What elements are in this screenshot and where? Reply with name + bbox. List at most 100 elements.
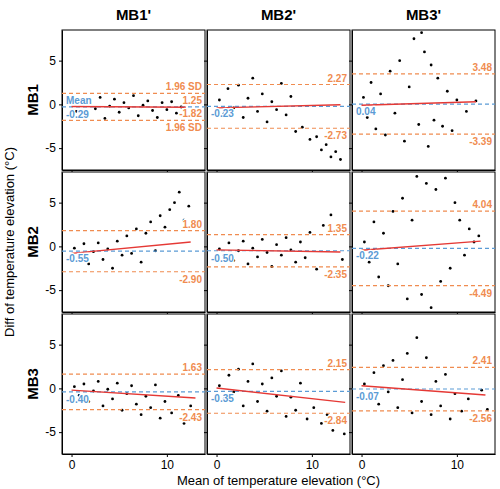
- point: [331, 429, 334, 432]
- limit-line: [62, 230, 205, 231]
- tick-label: 10: [306, 458, 320, 472]
- point: [247, 262, 250, 265]
- point: [382, 364, 385, 367]
- limit-line: [352, 367, 495, 368]
- column-label: MB3': [406, 6, 441, 23]
- point: [132, 94, 135, 97]
- limit-line: [207, 413, 350, 414]
- y-axis: [204, 315, 208, 455]
- tick-mark: [349, 203, 352, 204]
- y-tick: [349, 432, 352, 433]
- point: [83, 242, 86, 245]
- plot-area: [62, 191, 205, 272]
- point: [377, 403, 380, 406]
- point: [154, 383, 157, 386]
- x-axis: 0 10: [353, 454, 496, 472]
- limit-label: -2.56: [469, 413, 492, 424]
- point: [299, 382, 302, 385]
- y-tick: [349, 345, 352, 346]
- point: [433, 119, 436, 122]
- limit-line: [352, 210, 495, 211]
- point: [285, 415, 288, 418]
- point: [111, 267, 114, 270]
- point: [373, 220, 376, 223]
- point: [149, 220, 152, 223]
- point: [374, 127, 377, 130]
- tick-label: 0: [359, 458, 366, 472]
- point: [261, 238, 264, 241]
- limit-line: [62, 374, 205, 375]
- plot-area: [207, 213, 350, 274]
- mean-label: -0.22: [356, 250, 379, 261]
- x-axis: 0 10: [208, 454, 351, 472]
- limit-label: 2.41: [473, 355, 493, 366]
- point: [135, 403, 138, 406]
- point: [168, 208, 171, 211]
- trend-line: [362, 386, 486, 395]
- tick-mark: [349, 345, 352, 346]
- point: [434, 380, 437, 383]
- point: [97, 380, 100, 383]
- tick-mark: [59, 203, 62, 204]
- point: [275, 243, 278, 246]
- tick-label: 0: [214, 458, 221, 472]
- point: [396, 406, 399, 409]
- point: [83, 383, 86, 386]
- point: [411, 219, 414, 222]
- row-label: MB2: [24, 226, 41, 258]
- line-labels: -0.232.27-2.73: [211, 73, 347, 142]
- mean-line: [207, 391, 350, 392]
- mean-label: 0.04: [356, 106, 376, 117]
- point: [73, 385, 76, 388]
- y-axis: [204, 173, 208, 313]
- point: [94, 107, 97, 110]
- trend-line: [362, 241, 481, 250]
- point: [280, 254, 283, 257]
- y-axis: [349, 315, 353, 455]
- tick-mark: [349, 388, 352, 389]
- point: [165, 108, 168, 111]
- point: [341, 258, 344, 261]
- point: [159, 214, 162, 217]
- plot-area: [62, 93, 205, 120]
- point: [289, 95, 292, 98]
- point: [320, 148, 323, 151]
- axis-line: [207, 31, 208, 171]
- chart: MB1'MB2'MB3'MB1MB2MB3Diff of temperature…: [0, 0, 500, 489]
- point: [343, 432, 346, 435]
- point: [322, 224, 325, 227]
- x-tick: 10: [306, 454, 320, 472]
- limit-label: 3.48: [473, 62, 493, 73]
- point: [242, 240, 245, 243]
- point: [430, 413, 433, 416]
- point: [247, 380, 250, 383]
- point: [242, 404, 245, 407]
- point: [149, 406, 152, 409]
- limit-label: 1.35: [328, 223, 348, 234]
- tick-label: -5: [45, 283, 56, 297]
- point: [142, 104, 145, 107]
- y-axis: -505: [45, 315, 62, 455]
- x-axis-title: Mean of temperature elevation (°C): [177, 473, 380, 488]
- limit-line: [352, 133, 495, 134]
- panel: 010-0.352.15-2.84: [204, 314, 351, 472]
- point: [242, 116, 245, 119]
- plot-frame: [352, 30, 495, 170]
- point: [270, 100, 273, 103]
- tick-mark: [59, 388, 62, 389]
- point: [130, 252, 133, 255]
- point: [113, 98, 116, 101]
- point: [379, 92, 382, 95]
- point: [275, 108, 278, 111]
- point: [387, 390, 390, 393]
- point: [334, 150, 337, 153]
- point: [392, 359, 395, 362]
- point: [439, 280, 442, 283]
- panel: 0.043.48-3.39: [349, 30, 496, 173]
- plot-area: [207, 362, 350, 435]
- plot-area: [207, 77, 350, 161]
- point: [294, 409, 297, 412]
- tick-label: 10: [451, 458, 465, 472]
- tick-mark: [59, 290, 62, 291]
- y-axis: [204, 31, 208, 171]
